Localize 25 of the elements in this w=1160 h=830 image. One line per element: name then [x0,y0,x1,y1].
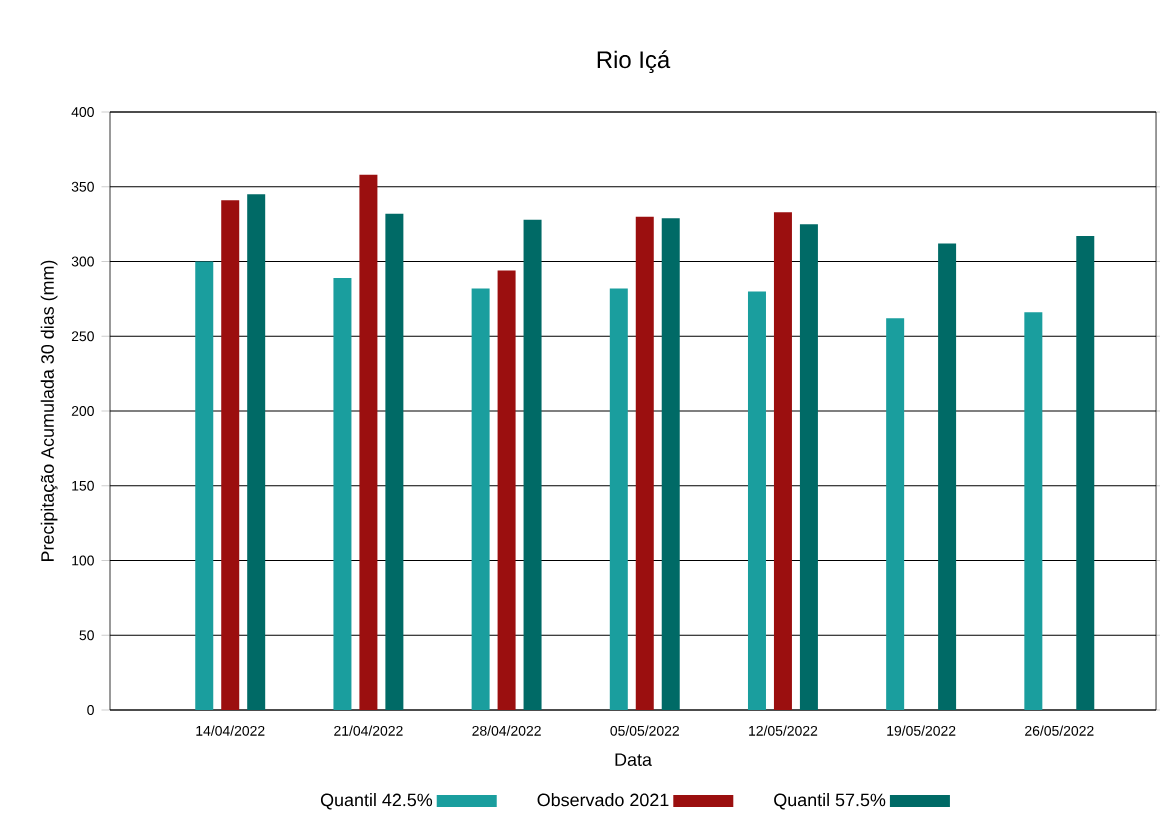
bar [1076,236,1095,710]
bar [773,212,792,710]
bar [195,261,214,710]
bar [609,288,628,710]
bar [938,243,957,710]
chart-title: Rio Içá [597,50,671,73]
bar [471,288,490,710]
bar [523,219,542,710]
bar [747,291,766,710]
bar [661,218,680,710]
x-axis-title: Data [615,753,652,766]
bar [497,270,516,710]
bar [886,318,905,710]
bar [635,216,654,710]
bar [359,174,378,710]
bar [385,213,404,710]
bar [247,194,266,710]
bar [799,224,818,710]
legend-label: Observado 2021 [537,793,669,807]
y-axis-title: Precipitação Acumulada 30 dias (mm) [40,260,58,562]
bar [333,277,352,710]
legend-label: Quantil 42.5% [320,793,433,810]
bar [221,200,240,710]
bar [1024,312,1043,710]
legend-label: Quantil 57.5% [774,793,886,810]
